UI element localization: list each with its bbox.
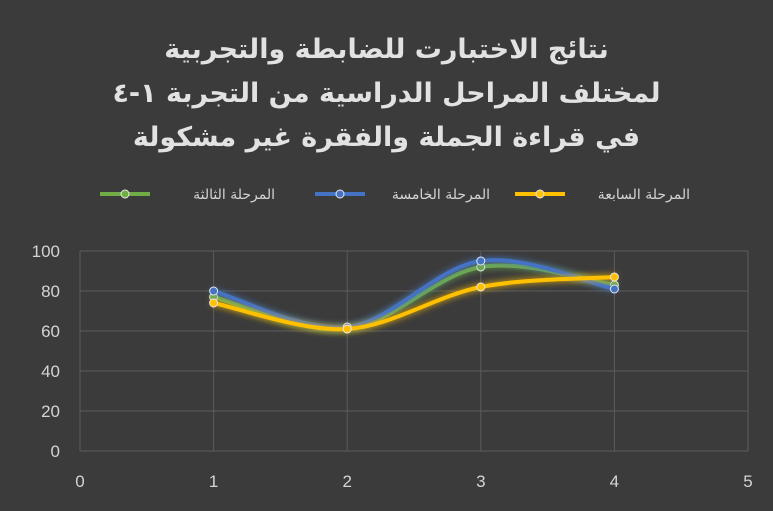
chart-title-line-3: في قراءة الجملة والفقرة غير مشكولة	[132, 122, 641, 153]
data-point	[609, 272, 619, 282]
data-point	[476, 256, 486, 266]
x-tick-label: 0	[75, 472, 84, 491]
data-point	[609, 284, 619, 294]
y-tick-label: 60	[41, 322, 60, 341]
legend-marker	[335, 189, 345, 199]
y-tick-label: 40	[41, 362, 60, 381]
y-tick-label: 100	[32, 242, 60, 261]
x-tick-label: 2	[342, 472, 351, 491]
chart-title: نتائج الاختبارت للضابطة والتجربية لمختلف…	[0, 28, 773, 160]
x-tick-label: 4	[610, 472, 619, 491]
series-line-3	[211, 275, 617, 332]
data-point	[476, 282, 486, 292]
legend-marker	[535, 189, 545, 199]
series-line-2	[211, 258, 617, 330]
legend-label: المرحلة السابعة	[598, 187, 690, 203]
legend-marker	[120, 189, 130, 199]
data-point	[342, 324, 352, 334]
chart-title-line-1: نتائج الاختبارت للضابطة والتجربية	[164, 34, 609, 65]
x-tick-label: 3	[476, 472, 485, 491]
y-tick-label: 20	[41, 402, 60, 421]
data-point	[209, 286, 219, 296]
y-tick-label: 0	[51, 442, 60, 461]
data-point	[209, 298, 219, 308]
y-tick-label: 80	[41, 282, 60, 301]
chart-title-line-2: لمختلف المراحل الدراسية من التجربة ١-٤	[112, 78, 661, 109]
x-tick-label: 5	[743, 472, 752, 491]
x-tick-label: 1	[209, 472, 218, 491]
legend-label: المرحلة الثالثة	[193, 187, 275, 203]
legend-label: المرحلة الخامسة	[392, 187, 490, 203]
